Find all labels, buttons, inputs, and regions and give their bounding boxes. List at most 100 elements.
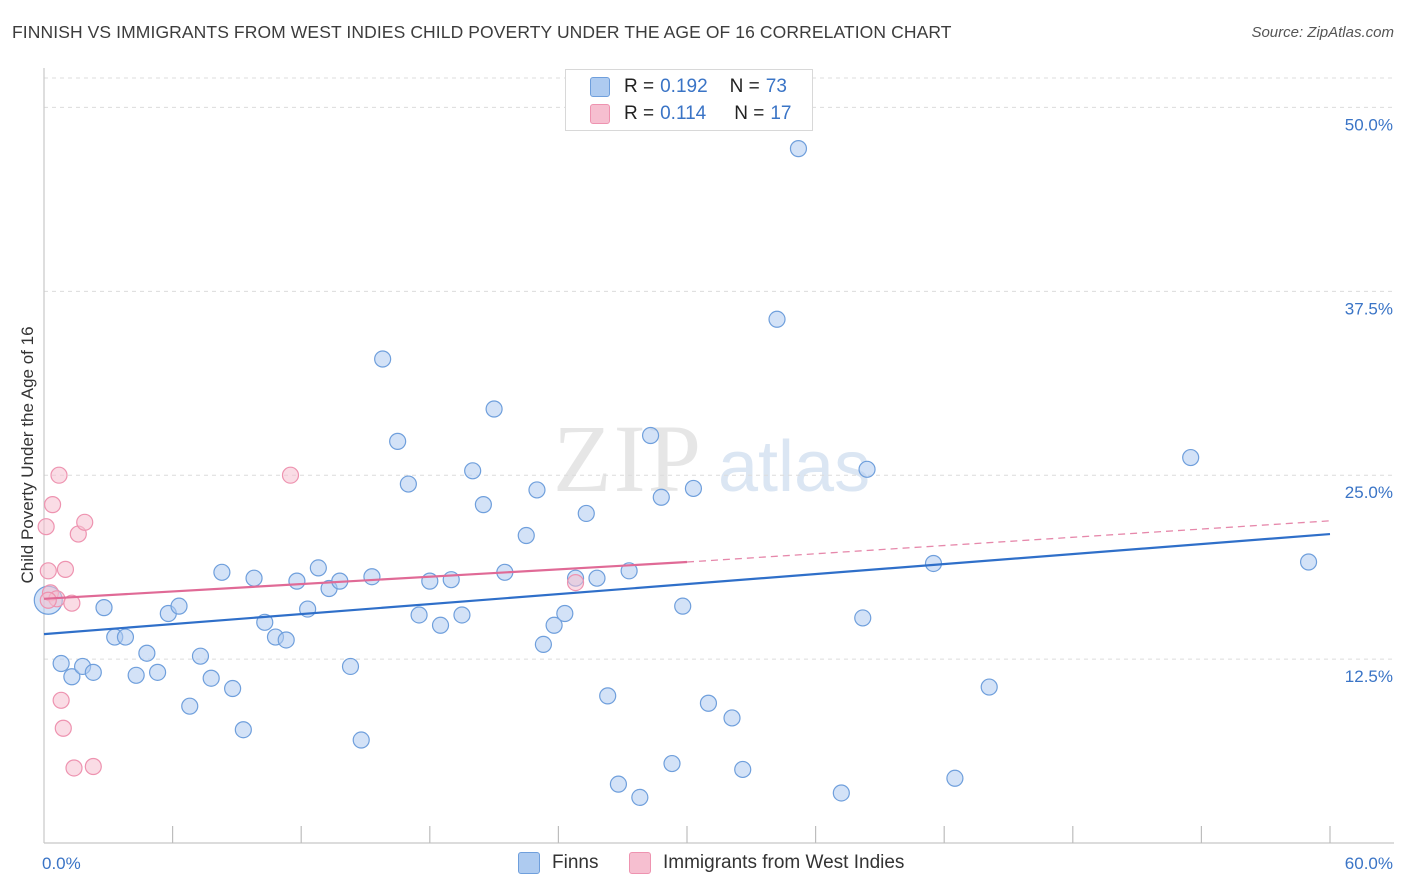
finns-point	[191, 647, 210, 665]
westindies-point	[65, 759, 83, 777]
westindies-legend-swatch	[629, 852, 651, 874]
westindies-point	[54, 719, 72, 737]
finns-point	[363, 568, 381, 586]
series-legend: Finns Immigrants from West Indies	[0, 852, 1406, 878]
finns-point	[224, 679, 242, 698]
finns-point	[734, 760, 752, 779]
finns-point	[577, 504, 595, 523]
westindies-point	[63, 594, 81, 612]
westindies-swatch	[590, 104, 610, 124]
finns-point	[234, 721, 252, 739]
finns-point	[588, 569, 606, 587]
trend-lines	[43, 520, 1331, 636]
westindies-r-value: 0.114	[660, 103, 707, 124]
finns-point	[202, 669, 220, 687]
finns-point	[609, 775, 628, 793]
y-tick-label: 12.5%	[1345, 667, 1393, 686]
finns-point	[946, 769, 964, 787]
finns-point	[528, 481, 546, 499]
chart-title: FINNISH VS IMMIGRANTS FROM WEST INDIES C…	[12, 22, 952, 42]
legend-item-finns: Finns	[518, 852, 598, 874]
westindies-point	[76, 513, 94, 531]
finns-point	[832, 784, 850, 802]
westindies-r-label: R =	[624, 103, 655, 124]
finns-n-value: 73	[765, 76, 787, 97]
westindies-point	[52, 691, 70, 709]
finns-point	[95, 599, 113, 617]
westindies-point	[281, 466, 300, 484]
finns-point	[341, 657, 360, 676]
westindies-point	[84, 757, 102, 776]
finns-point	[652, 488, 670, 506]
finns-point	[170, 597, 188, 615]
watermark-zip: ZIP	[553, 405, 703, 512]
finns-point	[213, 563, 231, 581]
finns-point	[517, 526, 535, 545]
westindies-trend-line	[43, 560, 688, 600]
finns-point	[980, 678, 998, 696]
finns-swatch	[590, 77, 610, 97]
finns-point	[84, 663, 102, 681]
x-tick-labels: 0.0% 60.0%	[42, 854, 1393, 873]
y-tick-labels: 12.5% 25.0% 37.5% 50.0%	[1345, 115, 1393, 686]
finns-point	[181, 697, 199, 715]
correlation-legend: R = 0.192 N = 73 R = 0.114 N = 17	[565, 69, 813, 131]
y-axis-title: Child Poverty Under the Age of 16	[18, 326, 37, 584]
y-tick-label: 37.5%	[1345, 299, 1393, 318]
westindies-n-label: N =	[734, 103, 765, 124]
watermark: ZIP atlas	[553, 405, 870, 512]
finns-point	[699, 694, 718, 712]
finns-point	[1182, 448, 1200, 467]
finns-point	[148, 663, 167, 681]
y-tick-label: 50.0%	[1345, 115, 1393, 134]
westindies-point	[43, 496, 62, 514]
finns-point	[620, 562, 638, 580]
finns-point	[631, 788, 649, 806]
finns-point	[389, 432, 407, 450]
finns-point	[442, 571, 460, 589]
finns-point	[63, 668, 81, 686]
finns-r-label: R =	[624, 76, 655, 97]
x-tick-label: 60.0%	[1345, 854, 1393, 873]
finns-point	[663, 754, 681, 773]
finns-point	[374, 350, 392, 368]
finns-point	[556, 604, 574, 623]
finns-n-label: N =	[729, 76, 760, 97]
westindies-points	[37, 466, 585, 777]
finns-point	[410, 606, 428, 624]
finns-point	[127, 666, 145, 684]
finns-point	[309, 559, 327, 577]
finns-point	[453, 606, 471, 624]
legend-item-westindies: Immigrants from West Indies	[629, 852, 904, 874]
finns-point	[474, 496, 492, 514]
x-tick-label: 0.0%	[42, 854, 81, 873]
legend-row-finns: R = 0.192 N = 73	[590, 74, 787, 100]
finns-point	[464, 462, 482, 480]
finns-point	[684, 479, 703, 498]
finns-r-value: 0.192	[660, 76, 708, 97]
y-tick-label: 25.0%	[1345, 483, 1393, 502]
finns-point	[245, 569, 263, 587]
finns-point	[52, 654, 70, 673]
finns-point	[277, 631, 295, 649]
axes	[43, 68, 1394, 844]
finns-point	[485, 400, 503, 418]
finns-point	[399, 475, 417, 493]
finns-point	[534, 635, 552, 653]
westindies-point	[566, 574, 585, 592]
grid-lines	[44, 77, 1394, 660]
finns-point	[116, 628, 135, 646]
westindies-point	[39, 562, 57, 580]
finns-trend-line	[43, 532, 1331, 636]
finns-point	[352, 731, 370, 749]
finns-legend-swatch	[518, 852, 540, 874]
finns-point	[431, 616, 450, 634]
finns-point	[599, 687, 617, 705]
finns-point	[789, 140, 808, 158]
finns-legend-label: Finns	[552, 852, 599, 873]
finns-point	[858, 460, 876, 478]
finns-point	[1299, 553, 1318, 571]
axis-ticks	[172, 826, 1331, 843]
westindies-point	[50, 466, 68, 484]
